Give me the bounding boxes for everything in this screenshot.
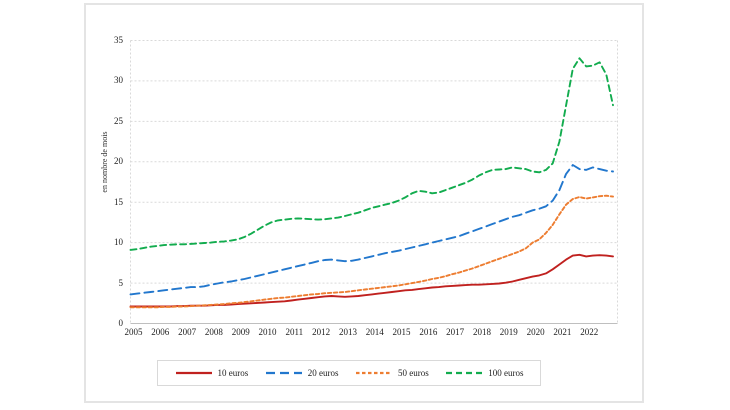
legend-label: 20 euros — [307, 368, 339, 378]
x-tick-label: 2016 — [419, 327, 438, 337]
series-line-10-euros — [129, 253, 614, 308]
y-tick-label: 35 — [114, 35, 123, 45]
x-tick-label: 2022 — [580, 327, 599, 337]
legend-label: 10 euros — [217, 368, 249, 378]
x-tick-label: 2018 — [472, 327, 491, 337]
y-tick-label: 10 — [114, 237, 123, 248]
y-tick-label: 20 — [114, 156, 123, 167]
chart-panel — [84, 3, 644, 403]
y-tick-label: 5 — [118, 277, 124, 288]
data-series-lines — [129, 57, 614, 309]
x-tick-label: 2008 — [204, 327, 223, 337]
y-tick-label: 0 — [118, 318, 124, 328]
legend-label: 50 euros — [398, 368, 429, 378]
x-tick-label: 2006 — [151, 327, 170, 337]
series-line-20-euros — [129, 164, 614, 296]
legend-swatch-50-euros — [356, 371, 392, 375]
x-tick-label: 2007 — [178, 327, 197, 337]
chart-legend: 10 euros 20 euros 50 euros 100 euros — [157, 360, 541, 386]
x-tick-label: 2011 — [285, 327, 304, 337]
x-tick-label: 2012 — [312, 327, 331, 337]
x-tick-label: 2005 — [124, 327, 143, 337]
x-tick-label: 2015 — [392, 327, 411, 337]
legend-swatch-100-euros — [446, 371, 483, 375]
legend-item-10-euros: 10 euros — [175, 368, 249, 378]
series-line-50-euros — [129, 194, 614, 309]
legend-label: 100 euros — [488, 368, 524, 378]
x-tick-label: 2017 — [446, 327, 465, 337]
legend-swatch-10-euros — [175, 371, 212, 375]
x-tick-label: 2010 — [258, 327, 277, 337]
x-tick-label: 2013 — [338, 327, 357, 337]
y-tick-label: 25 — [114, 115, 123, 126]
y-tick-label: 30 — [114, 75, 123, 86]
x-tick-label: 2021 — [553, 327, 572, 337]
y-tick-label: 15 — [114, 196, 123, 207]
x-tick-label: 2020 — [526, 327, 545, 337]
x-tick-label: 2009 — [231, 327, 250, 337]
x-tick-label: 2014 — [365, 327, 384, 337]
series-line-100-euros — [129, 57, 614, 251]
legend-item-20-euros: 20 euros — [265, 368, 339, 378]
legend-item-50-euros: 50 euros — [355, 368, 429, 378]
legend-swatch-20-euros — [265, 371, 302, 375]
legend-item-100-euros: 100 euros — [445, 368, 524, 378]
x-tick-label: 2019 — [499, 327, 518, 337]
gridlines — [130, 40, 618, 324]
